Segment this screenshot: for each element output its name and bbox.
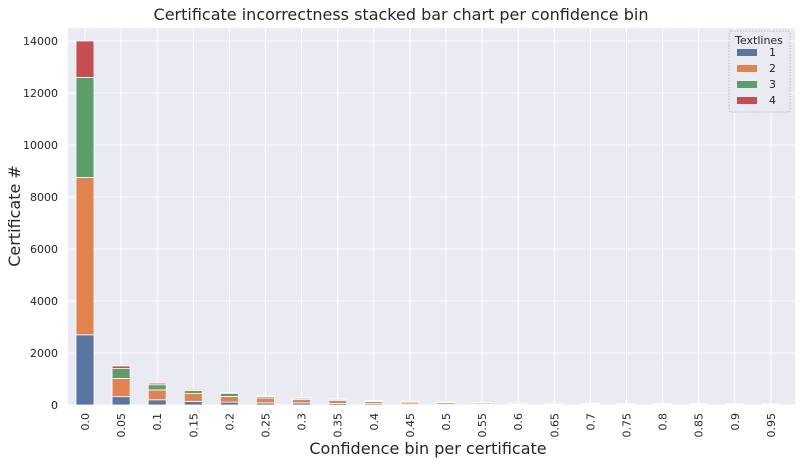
legend-label-2: 2 xyxy=(769,62,776,75)
bar-segment-1 xyxy=(219,401,239,406)
x-tick-label: 0.6 xyxy=(512,413,525,431)
bar-segment-2 xyxy=(328,399,348,404)
y-tick-labels: 0 2000 4000 6000 8000 10000 12000 14000 xyxy=(23,35,58,412)
x-tick-label: 0.0 xyxy=(79,413,92,431)
x-tick-label: 0.2 xyxy=(223,413,236,431)
bar-segment-3 xyxy=(183,390,203,394)
y-tick-label: 6000 xyxy=(30,243,58,256)
y-tick-label: 8000 xyxy=(30,191,58,204)
legend-items: 1 2 3 4 xyxy=(737,46,776,107)
legend-label-3: 3 xyxy=(769,78,776,91)
plot-background xyxy=(68,28,795,405)
bar-segment-2 xyxy=(292,399,312,404)
bar-segment-2 xyxy=(75,177,95,336)
x-tick-label: 0.5 xyxy=(440,413,453,431)
y-tick-label: 14000 xyxy=(23,35,58,48)
bar-segment-2 xyxy=(111,378,131,398)
legend: Textlines 1 2 3 4 xyxy=(728,30,791,113)
bar-segment-4 xyxy=(75,40,95,78)
x-tick-labels: 0.0 0.05 0.1 0.15 0.2 0.25 0.3 0.35 0.4 0.45 0.5 0.… xyxy=(79,413,778,438)
legend-swatch-3 xyxy=(737,81,757,88)
bar-segment-2 xyxy=(147,389,167,401)
y-tick-label: 10000 xyxy=(23,139,58,152)
bar-segment-2 xyxy=(256,397,275,404)
x-tick-label: 0.25 xyxy=(260,413,273,438)
y-tick-label: 0 xyxy=(51,399,58,412)
chart-title: Certificate incorrectness stacked bar ch… xyxy=(154,5,649,24)
bars xyxy=(75,40,781,406)
y-axis-label: Certificate # xyxy=(5,165,24,267)
x-tick-label: 0.85 xyxy=(693,413,706,438)
x-tick-label: 0.8 xyxy=(657,413,670,431)
x-tick-label: 0.15 xyxy=(187,413,200,438)
legend-swatch-1 xyxy=(737,49,757,56)
legend-label-4: 4 xyxy=(769,94,776,107)
x-axis-label: Confidence bin per certificate xyxy=(309,439,546,458)
bar-segment-4 xyxy=(111,365,131,369)
bar-segment-1 xyxy=(183,400,203,406)
x-tick-label: 0.3 xyxy=(296,413,309,431)
x-tick-label: 0.55 xyxy=(476,413,489,438)
bar-segment-1 xyxy=(111,396,131,406)
legend-label-1: 1 xyxy=(769,46,776,59)
y-tick-label: 12000 xyxy=(23,87,58,100)
legend-swatch-4 xyxy=(737,97,757,104)
x-tick-label: 0.4 xyxy=(368,413,381,431)
x-tick-label: 0.65 xyxy=(548,413,561,438)
bar-segment-3 xyxy=(147,384,167,391)
bar-segment-4 xyxy=(183,388,203,391)
x-tick-label: 0.1 xyxy=(151,413,164,431)
x-tick-label: 0.05 xyxy=(115,413,128,438)
legend-swatch-2 xyxy=(737,65,757,72)
x-tick-label: 0.75 xyxy=(621,413,634,438)
x-tick-label: 0.45 xyxy=(404,413,417,438)
bar-segment-4 xyxy=(147,382,167,386)
bar-segment-1 xyxy=(75,334,95,406)
x-tick-label: 0.7 xyxy=(584,413,597,431)
y-tick-label: 4000 xyxy=(30,295,58,308)
grid xyxy=(68,28,795,406)
bar-segment-3 xyxy=(75,77,95,178)
bar-segment-4 xyxy=(256,395,275,397)
bar-segment-3 xyxy=(219,392,239,397)
x-tick-label: 0.35 xyxy=(332,413,345,438)
bar-segment-1 xyxy=(147,399,167,406)
legend-title: Textlines xyxy=(734,34,783,47)
bar-segment-2 xyxy=(219,396,239,403)
x-tick-label: 0.9 xyxy=(729,413,742,431)
x-tick-label: 0.95 xyxy=(765,413,778,438)
bar-segment-4 xyxy=(219,392,239,394)
bar-segment-3 xyxy=(111,368,131,379)
bar-segment-2 xyxy=(183,393,203,402)
y-tick-label: 2000 xyxy=(30,347,58,360)
